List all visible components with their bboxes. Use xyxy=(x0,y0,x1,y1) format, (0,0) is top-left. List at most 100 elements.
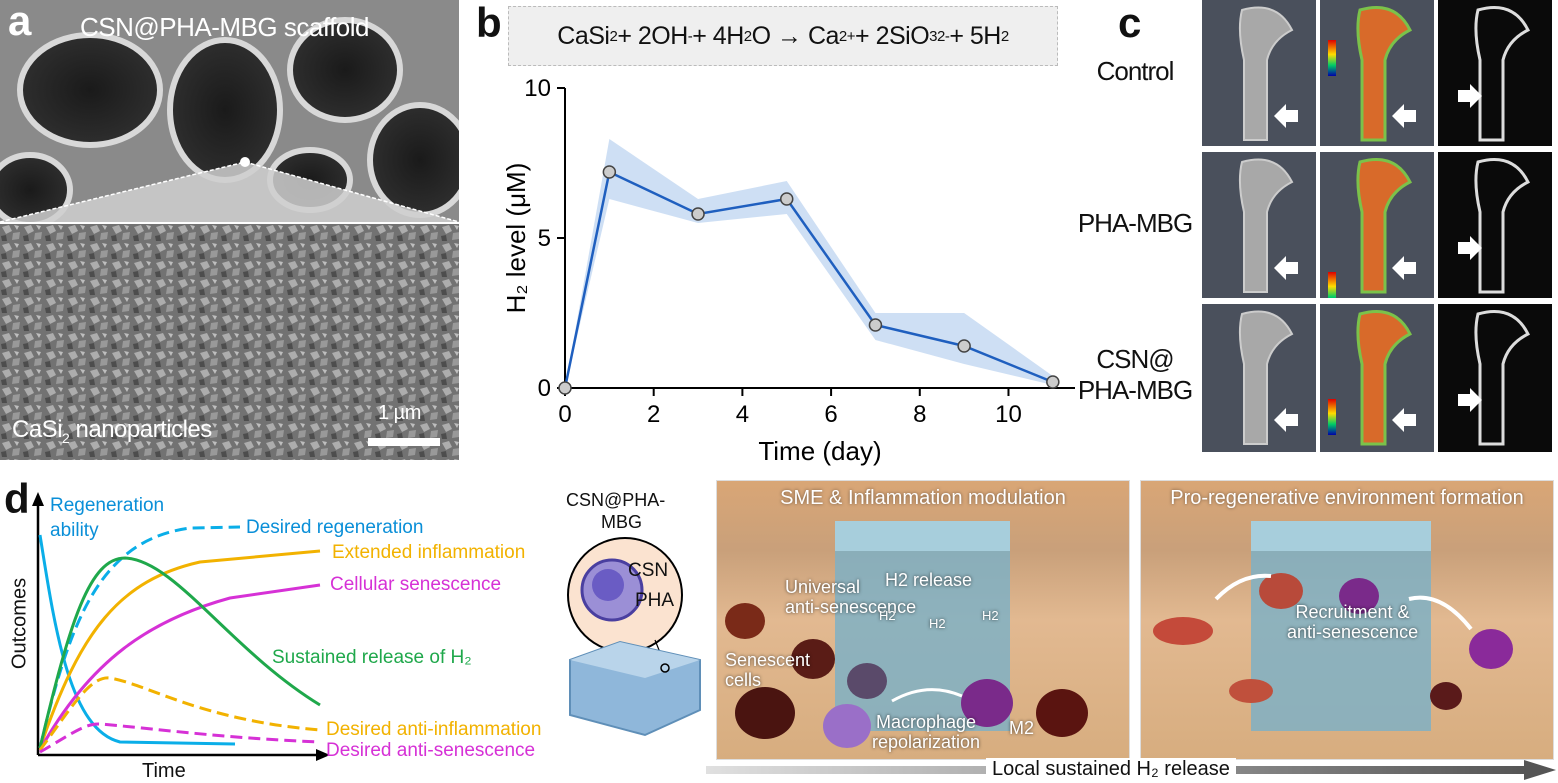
nanoparticle-texture xyxy=(0,224,459,460)
recruited-cell xyxy=(1229,679,1273,703)
panel-d-letter: d xyxy=(4,475,30,522)
m2-label: M2 xyxy=(1009,718,1035,738)
regeneration-ability-label-1: Regeneration xyxy=(50,495,165,516)
scale-bar xyxy=(368,438,440,446)
ct-3d-render xyxy=(1202,304,1316,452)
eq-sub: 2 xyxy=(609,27,618,45)
x-tick-label: 8 xyxy=(913,401,926,428)
eq-part: + 2OH xyxy=(617,21,688,50)
outcomes-axis-label: Outcomes xyxy=(8,577,31,670)
legend-extended-inflammation: Extended inflammation xyxy=(332,542,526,563)
h2-data-point xyxy=(558,381,572,395)
eq-sub: 2 xyxy=(743,27,752,45)
ct-row-label: Control xyxy=(1096,56,1175,86)
recruited-cell xyxy=(1259,573,1303,609)
h2-data-point xyxy=(779,192,794,206)
x-tick-label: 6 xyxy=(824,401,837,428)
eq-part: + 4H xyxy=(692,21,744,50)
ct-3d-render xyxy=(1202,0,1316,146)
sme-title: SME & Inflammation modulation xyxy=(780,487,1066,509)
ct-section xyxy=(1438,152,1552,298)
eq-sup: - xyxy=(687,27,693,45)
nanoparticle-label-b: nanoparticles xyxy=(69,416,212,443)
x-tick-label: 2 xyxy=(647,401,660,428)
eq-part: O → Ca xyxy=(751,21,840,50)
eq-part: + 2SiO xyxy=(855,21,930,50)
legend-cellular-senescence: Cellular senescence xyxy=(330,574,502,595)
h2-release-label: H2 release xyxy=(885,570,973,590)
y-axis-label: H₂ level (μM) xyxy=(501,163,531,314)
universal-anti-senescence: Universal anti-senescence xyxy=(785,577,917,617)
recruitment-label: Recruitment & anti-senescence xyxy=(1287,602,1419,642)
h2-label-3: H2 xyxy=(982,608,999,623)
recruit-arrow-left xyxy=(1214,573,1272,601)
h2-data-point xyxy=(1046,375,1060,389)
scaffold-pores xyxy=(0,0,459,222)
scaffold-title-1: CSN@PHA- xyxy=(566,490,666,510)
error-band xyxy=(565,139,1053,388)
sme-scene xyxy=(725,521,1088,748)
legend-desired-anti-inflammation: Desired anti-inflammation xyxy=(326,719,542,740)
time-axis-label: Time xyxy=(142,760,186,782)
scaffold-cube-top xyxy=(1251,521,1431,551)
nanoparticle-label-sub: 2 xyxy=(62,429,70,446)
ct-section xyxy=(1438,0,1552,146)
ct-row-label: PHA-MBG xyxy=(1077,208,1193,238)
h2-data-point xyxy=(602,165,617,179)
repolarization-arrow xyxy=(891,688,963,703)
scaffold-title-2: MBG xyxy=(601,512,643,532)
curve-desired-anti-senescence xyxy=(39,722,321,754)
zoom-point xyxy=(660,663,670,673)
macrophage-m2 xyxy=(961,679,1013,727)
outcomes-schematic xyxy=(32,492,330,761)
curve-desired-regeneration xyxy=(38,525,241,749)
nanoparticle-label: CaSi2 nanoparticles xyxy=(12,416,212,446)
curve-extended-inflammation xyxy=(38,549,321,749)
panel-b-letter: b xyxy=(476,0,502,46)
eq-sup: 2+ xyxy=(838,27,856,45)
pro-regen-title: Pro-regenerative environment formation xyxy=(1170,487,1524,509)
y-tick-label: 0 xyxy=(538,375,551,402)
recruited-cell xyxy=(1153,617,1213,645)
scaffold-schematic xyxy=(567,537,701,737)
curve-sustained-h2 xyxy=(38,556,321,749)
m2-macrophage xyxy=(1469,629,1513,669)
h2-data-point xyxy=(868,318,883,332)
y-axis-arrow xyxy=(32,492,44,506)
scale-bar-label: 1 µm xyxy=(378,402,421,424)
ct-row-label: CSN@ PHA-MBG xyxy=(1077,344,1193,406)
senescent-cell xyxy=(791,639,835,679)
y-tick-label: 10 xyxy=(524,75,551,102)
x-tick-label: 0 xyxy=(558,401,571,428)
macrophage xyxy=(847,663,887,699)
x-tick-label: 10 xyxy=(995,401,1022,428)
sustained-release-label: Local sustained H₂ release xyxy=(986,758,1236,781)
x-axis-arrow xyxy=(316,749,330,761)
h2-label-1: H2 xyxy=(879,608,896,623)
panel-c-letter: c xyxy=(1118,0,1142,46)
h2-release-chart: 0 5 10 0 2 4 6 8 10 Time (day) H₂ level (μM) xyxy=(501,75,1075,466)
recruit-arrow-right xyxy=(1408,595,1473,631)
macrophage-repolarization-label: Macrophage repolarization xyxy=(872,712,981,752)
legend-sustained-h2: Sustained release of H₂ xyxy=(272,647,472,668)
ct-density-map xyxy=(1320,304,1434,452)
csn-core xyxy=(592,569,624,601)
y-tick-label: 5 xyxy=(538,225,551,252)
recruited-cell xyxy=(1430,682,1462,710)
illustration-sme-modulation: SME & Inflammation modulation Universal … xyxy=(716,480,1130,760)
senescent-cell xyxy=(725,603,765,639)
regeneration-ability-label-2: ability xyxy=(50,520,99,541)
m2-macrophage xyxy=(1339,578,1379,614)
eq-sub: 2 xyxy=(1000,27,1009,45)
scaffold-cube xyxy=(1251,521,1431,731)
panel-a-letter: a xyxy=(8,0,32,44)
sem-scaffold-image: CSN@PHA-MBG scaffold xyxy=(0,0,459,222)
h2-label-2: H2 xyxy=(929,616,946,631)
csn-label: CSN xyxy=(628,560,669,581)
scaffold-cube-top xyxy=(835,521,1010,551)
ct-3d-render xyxy=(1202,152,1316,298)
eq-part: CaSi xyxy=(557,21,610,50)
x-axis-label: Time (day) xyxy=(758,436,881,466)
eq-part: + 5H xyxy=(949,21,1001,50)
scaffold-block-top xyxy=(570,642,700,678)
